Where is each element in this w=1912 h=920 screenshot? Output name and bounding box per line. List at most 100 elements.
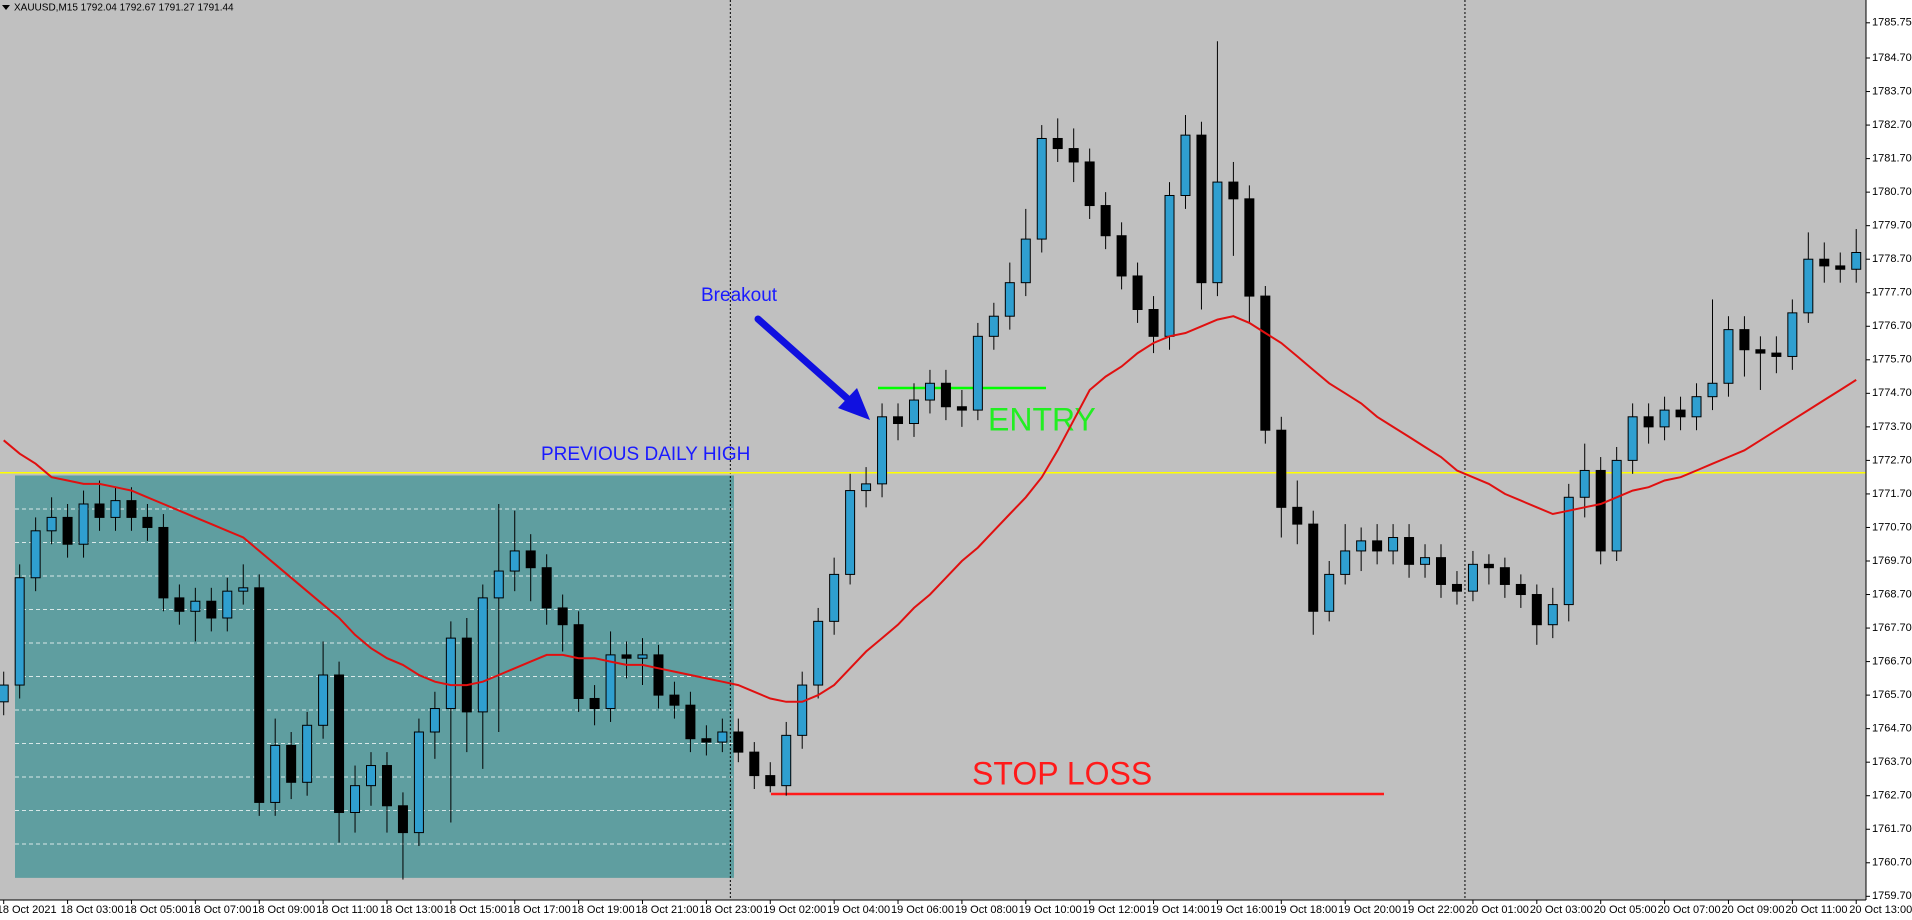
candle-body bbox=[1036, 137, 1047, 240]
candle-body bbox=[174, 597, 185, 612]
y-tick-label: 1762.70 bbox=[1872, 790, 1912, 802]
x-tick-label: 20 Oct 09:00 bbox=[1721, 904, 1784, 916]
breakout-arrow bbox=[754, 315, 862, 412]
candle-body bbox=[701, 738, 712, 743]
candle-body bbox=[972, 335, 983, 411]
y-tick-label: 1761.70 bbox=[1872, 823, 1912, 835]
y-tick-label: 1769.70 bbox=[1872, 555, 1912, 567]
x-tick-label: 18 Oct 23:00 bbox=[699, 904, 762, 916]
candle-body bbox=[158, 526, 169, 599]
candle-body bbox=[94, 503, 105, 518]
candle-body bbox=[1691, 396, 1702, 418]
y-tick-label: 1782.70 bbox=[1872, 119, 1912, 131]
candle-body bbox=[1739, 329, 1750, 351]
candle-body bbox=[1084, 161, 1095, 207]
x-tick-label: 19 Oct 06:00 bbox=[891, 904, 954, 916]
candle-body bbox=[1276, 429, 1287, 508]
candle-body bbox=[781, 734, 792, 787]
x-tick-label: 18 Oct 15:00 bbox=[444, 904, 507, 916]
candle-body bbox=[988, 315, 999, 337]
candle-body bbox=[1787, 312, 1798, 357]
candle-body bbox=[1835, 265, 1846, 270]
candle-body bbox=[1260, 295, 1271, 431]
candle-body bbox=[1436, 557, 1446, 585]
candle-body bbox=[1707, 382, 1718, 398]
candle-body bbox=[30, 530, 41, 579]
candle-body bbox=[1340, 550, 1351, 575]
candle-body bbox=[206, 600, 217, 619]
y-tick-label: 1770.70 bbox=[1872, 521, 1912, 533]
x-tick-label: 20 Oct 07:00 bbox=[1658, 904, 1721, 916]
candle-body bbox=[861, 483, 872, 492]
candle-body bbox=[509, 550, 520, 572]
x-tick-label: 19 Oct 10:00 bbox=[1019, 904, 1082, 916]
y-tick-label: 1779.70 bbox=[1872, 220, 1912, 232]
y-tick-label: 1780.70 bbox=[1872, 186, 1912, 198]
candle-body bbox=[685, 704, 696, 740]
candle-body bbox=[1723, 329, 1734, 384]
candle-body bbox=[46, 516, 57, 532]
candle-body bbox=[1228, 181, 1239, 200]
candle-body bbox=[1467, 563, 1478, 592]
y-tick-label: 1773.70 bbox=[1872, 421, 1912, 433]
y-tick-label: 1783.70 bbox=[1872, 85, 1912, 97]
candle-body bbox=[1020, 238, 1031, 284]
x-tick-label: 19 Oct 08:00 bbox=[955, 904, 1018, 916]
level-label: PREVIOUS DAILY HIGH bbox=[541, 444, 750, 465]
axes: 1785.75 1784.70 1783.70 1782.70 1781.70 1780.… bbox=[0, 17, 1912, 916]
candle-body bbox=[429, 708, 440, 733]
candle-body bbox=[1164, 194, 1175, 337]
candle-body bbox=[733, 731, 744, 753]
candle-body bbox=[653, 654, 664, 696]
candle-body bbox=[350, 785, 361, 813]
candle-body bbox=[621, 654, 632, 659]
y-tick-label: 1768.70 bbox=[1872, 588, 1912, 600]
candle-body bbox=[78, 503, 89, 545]
candle-body bbox=[366, 765, 377, 787]
candle-body bbox=[286, 744, 297, 783]
candle-body bbox=[1388, 537, 1399, 552]
candle-body bbox=[1244, 198, 1255, 297]
candle-body bbox=[797, 684, 808, 736]
y-tick-label: 1772.70 bbox=[1872, 454, 1912, 466]
candle-body bbox=[877, 416, 888, 485]
breakout-arrowhead bbox=[838, 388, 870, 420]
candle-body bbox=[1771, 352, 1782, 357]
candle-body bbox=[302, 724, 313, 783]
candle-body bbox=[1068, 148, 1079, 163]
candle-body bbox=[1148, 309, 1159, 337]
candle-body bbox=[238, 587, 249, 592]
x-tick-label: 18 Oct 2021 bbox=[0, 904, 57, 916]
candle-body bbox=[1212, 181, 1223, 284]
candle-body bbox=[142, 516, 153, 528]
candle-body bbox=[1308, 523, 1319, 612]
x-tick-label: 19 Oct 14:00 bbox=[1147, 904, 1210, 916]
candle-body bbox=[1004, 282, 1015, 317]
x-tick-label: 18 Oct 13:00 bbox=[380, 904, 443, 916]
x-tick-label: 18 Oct 03:00 bbox=[61, 904, 124, 916]
candle-body bbox=[1531, 594, 1542, 626]
candle-body bbox=[254, 587, 265, 803]
candle-body bbox=[1659, 409, 1670, 428]
x-tick-label: 20 Oct 03:00 bbox=[1530, 904, 1593, 916]
candle-body bbox=[669, 694, 680, 706]
x-tick-label: 19 Oct 16:00 bbox=[1210, 904, 1273, 916]
candle-body bbox=[525, 550, 536, 569]
candle-body bbox=[190, 600, 201, 612]
candle-body bbox=[1627, 416, 1638, 461]
x-tick-label: 20 Oct 05:00 bbox=[1594, 904, 1657, 916]
y-tick-label: 1765.70 bbox=[1872, 689, 1912, 701]
candle-body bbox=[1356, 540, 1367, 552]
y-tick-label: 1781.70 bbox=[1872, 153, 1912, 165]
candle-body bbox=[126, 500, 137, 518]
menu-triangle bbox=[2, 5, 10, 10]
candle-body bbox=[1803, 258, 1814, 314]
y-tick-label: 1771.70 bbox=[1872, 488, 1912, 500]
candle-body bbox=[1611, 459, 1622, 552]
candle-body bbox=[813, 620, 824, 686]
candle-body bbox=[1851, 251, 1862, 270]
y-tick-label: 1763.70 bbox=[1872, 756, 1912, 768]
y-tick-label: 1776.70 bbox=[1872, 320, 1912, 332]
x-tick-label: 20 Oct 11:00 bbox=[1785, 904, 1847, 916]
x-tick-label: 19 Oct 04:00 bbox=[827, 904, 890, 916]
